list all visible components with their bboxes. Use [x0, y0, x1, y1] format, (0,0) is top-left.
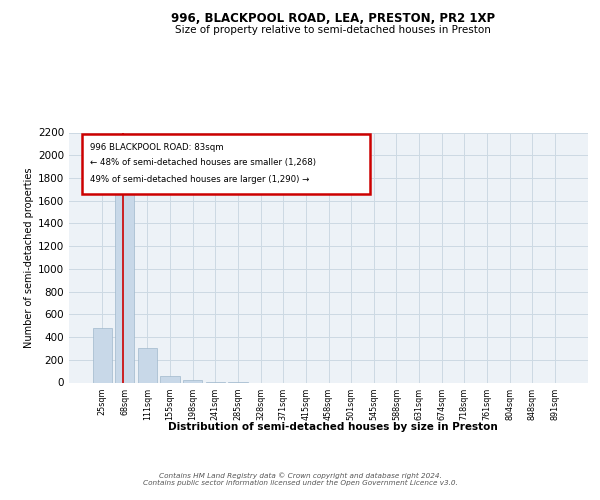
Y-axis label: Number of semi-detached properties: Number of semi-detached properties: [24, 167, 34, 348]
Text: 996 BLACKPOOL ROAD: 83sqm: 996 BLACKPOOL ROAD: 83sqm: [90, 142, 223, 152]
Bar: [160, 376, 180, 382]
Text: Distribution of semi-detached houses by size in Preston: Distribution of semi-detached houses by …: [168, 422, 498, 432]
FancyBboxPatch shape: [82, 134, 370, 194]
Text: Contains HM Land Registry data © Crown copyright and database right 2024.
Contai: Contains HM Land Registry data © Crown c…: [143, 472, 457, 486]
Text: ← 48% of semi-detached houses are smaller (1,268): ← 48% of semi-detached houses are smalle…: [90, 158, 316, 166]
Bar: [115, 182, 134, 382]
Text: 996, BLACKPOOL ROAD, LEA, PRESTON, PR2 1XP: 996, BLACKPOOL ROAD, LEA, PRESTON, PR2 1…: [171, 12, 495, 26]
Text: 49% of semi-detached houses are larger (1,290) →: 49% of semi-detached houses are larger (…: [90, 174, 309, 184]
Bar: [138, 348, 157, 382]
Bar: [92, 328, 112, 382]
Text: Size of property relative to semi-detached houses in Preston: Size of property relative to semi-detach…: [175, 25, 491, 35]
Bar: [183, 380, 202, 382]
